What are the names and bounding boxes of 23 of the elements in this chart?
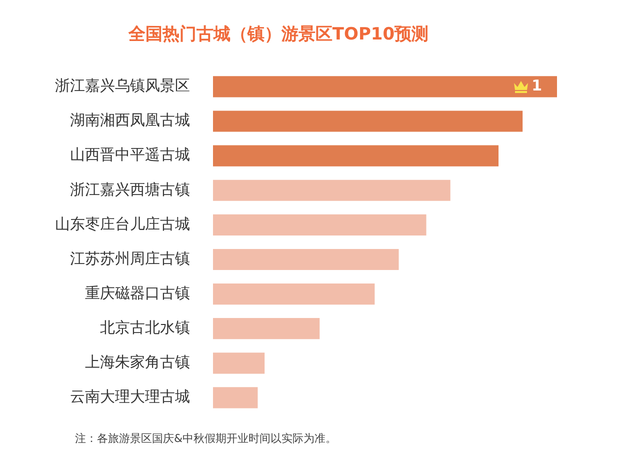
bar xyxy=(213,248,399,270)
y-tick-label: 上海朱家角古镇 xyxy=(85,353,190,372)
y-tick-label: 江苏苏州周庄古镇 xyxy=(70,249,190,268)
y-tick-label: 浙江嘉兴乌镇风景区 xyxy=(55,76,190,95)
annotation: 1 xyxy=(532,76,542,95)
bar xyxy=(213,214,426,236)
bar xyxy=(213,180,450,201)
bar xyxy=(213,76,557,98)
y-tick-label: 云南大理大理古城 xyxy=(70,388,190,406)
bar xyxy=(213,110,523,132)
bar xyxy=(213,318,320,340)
y-tick-label: 重庆磁器口古镇 xyxy=(85,284,190,302)
y-tick-label: 浙江嘉兴西塘古镇 xyxy=(70,180,190,198)
bar xyxy=(213,145,499,166)
y-tick-label: 北京古北水镇 xyxy=(100,318,190,336)
y-tick-label: 山西晋中平遥古城 xyxy=(70,146,190,164)
bar xyxy=(213,352,265,374)
y-tick-label: 山东枣庄台儿庄古城 xyxy=(55,214,190,233)
bar xyxy=(213,387,258,408)
text: 注：各旅游景区国庆&中秋假期开业时间以实际为准。 xyxy=(75,432,337,445)
y-tick-label: 湖南湘西凤凰古城 xyxy=(70,111,190,130)
bar xyxy=(213,284,375,305)
chart-title: 全国热门古城（镇）游景区TOP10预测 xyxy=(127,24,429,45)
